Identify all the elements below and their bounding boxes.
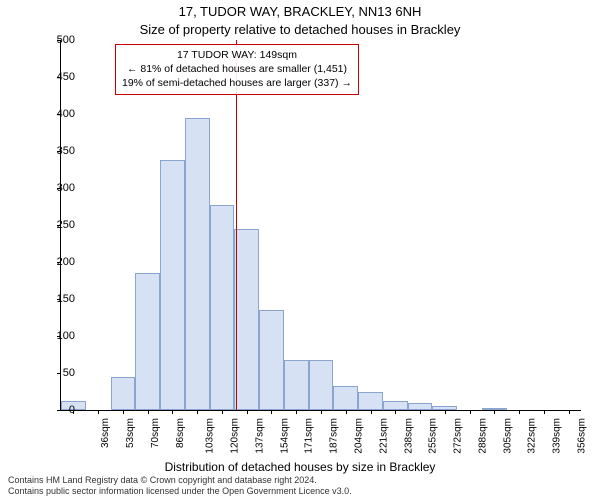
x-tick-label: 154sqm xyxy=(279,418,290,454)
histogram-bar xyxy=(111,377,136,410)
x-tick-mark xyxy=(321,410,322,414)
x-tick-mark xyxy=(371,410,372,414)
histogram-bar xyxy=(358,392,383,411)
x-tick-mark xyxy=(494,410,495,414)
x-tick-label: 339sqm xyxy=(552,418,563,454)
y-tick-label: 300 xyxy=(35,182,75,194)
x-tick-label: 288sqm xyxy=(477,418,488,454)
y-tick-label: 450 xyxy=(35,71,75,83)
x-tick-label: 305sqm xyxy=(502,418,513,454)
chart-plot-area xyxy=(60,40,581,411)
x-tick-label: 204sqm xyxy=(354,418,365,454)
annotation-box: 17 TUDOR WAY: 149sqm← 81% of detached ho… xyxy=(115,44,359,95)
x-tick-mark xyxy=(148,410,149,414)
y-tick-label: 200 xyxy=(35,256,75,268)
x-tick-label: 187sqm xyxy=(329,418,340,454)
y-tick-label: 500 xyxy=(35,34,75,46)
x-tick-mark xyxy=(470,410,471,414)
x-tick-mark xyxy=(346,410,347,414)
title-address: 17, TUDOR WAY, BRACKLEY, NN13 6NH xyxy=(0,4,600,19)
x-tick-label: 53sqm xyxy=(125,418,136,448)
x-tick-label: 36sqm xyxy=(100,418,111,448)
x-tick-mark xyxy=(519,410,520,414)
histogram-bar xyxy=(284,360,309,410)
y-tick-label: 0 xyxy=(35,404,75,416)
y-tick-label: 250 xyxy=(35,219,75,231)
x-tick-label: 238sqm xyxy=(403,418,414,454)
x-tick-mark xyxy=(420,410,421,414)
x-tick-label: 356sqm xyxy=(576,418,587,454)
title-subtitle: Size of property relative to detached ho… xyxy=(0,22,600,37)
x-tick-label: 255sqm xyxy=(428,418,439,454)
x-tick-mark xyxy=(247,410,248,414)
x-tick-mark xyxy=(445,410,446,414)
histogram-bar xyxy=(185,118,210,410)
y-tick-label: 50 xyxy=(35,367,75,379)
footer-line1: Contains HM Land Registry data © Crown c… xyxy=(8,475,352,486)
annot-line1: 17 TUDOR WAY: 149sqm xyxy=(122,48,352,62)
histogram-bar xyxy=(160,160,185,410)
x-tick-label: 103sqm xyxy=(205,418,216,454)
x-tick-label: 120sqm xyxy=(230,418,241,454)
footer-attribution: Contains HM Land Registry data © Crown c… xyxy=(8,475,352,498)
annot-line2: ← 81% of detached houses are smaller (1,… xyxy=(122,62,352,76)
histogram-bar xyxy=(234,229,259,410)
x-tick-label: 86sqm xyxy=(175,418,186,448)
y-tick-label: 400 xyxy=(35,108,75,120)
histogram-bar xyxy=(259,310,284,410)
x-tick-label: 171sqm xyxy=(304,418,315,454)
annot-line3: 19% of semi-detached houses are larger (… xyxy=(122,76,352,90)
x-tick-label: 70sqm xyxy=(150,418,161,448)
footer-line2: Contains public sector information licen… xyxy=(8,486,352,497)
histogram-bar xyxy=(210,205,235,410)
x-tick-mark xyxy=(172,410,173,414)
histogram-bar xyxy=(333,386,358,410)
histogram-bar xyxy=(309,360,334,410)
reference-line xyxy=(236,40,237,410)
histogram-bar xyxy=(135,273,160,410)
x-tick-mark xyxy=(395,410,396,414)
y-tick-label: 350 xyxy=(35,145,75,157)
x-tick-mark xyxy=(569,410,570,414)
x-tick-label: 137sqm xyxy=(255,418,266,454)
histogram-bar xyxy=(383,401,408,410)
histogram-bar xyxy=(408,403,433,410)
x-tick-label: 322sqm xyxy=(527,418,538,454)
y-tick-label: 150 xyxy=(35,293,75,305)
y-tick-label: 100 xyxy=(35,330,75,342)
x-tick-mark xyxy=(296,410,297,414)
x-tick-mark xyxy=(544,410,545,414)
x-tick-mark xyxy=(98,410,99,414)
x-tick-mark xyxy=(271,410,272,414)
x-tick-label: 272sqm xyxy=(453,418,464,454)
x-tick-mark xyxy=(222,410,223,414)
x-tick-mark xyxy=(197,410,198,414)
x-tick-mark xyxy=(123,410,124,414)
x-axis-label: Distribution of detached houses by size … xyxy=(0,460,600,474)
x-tick-label: 221sqm xyxy=(378,418,389,454)
